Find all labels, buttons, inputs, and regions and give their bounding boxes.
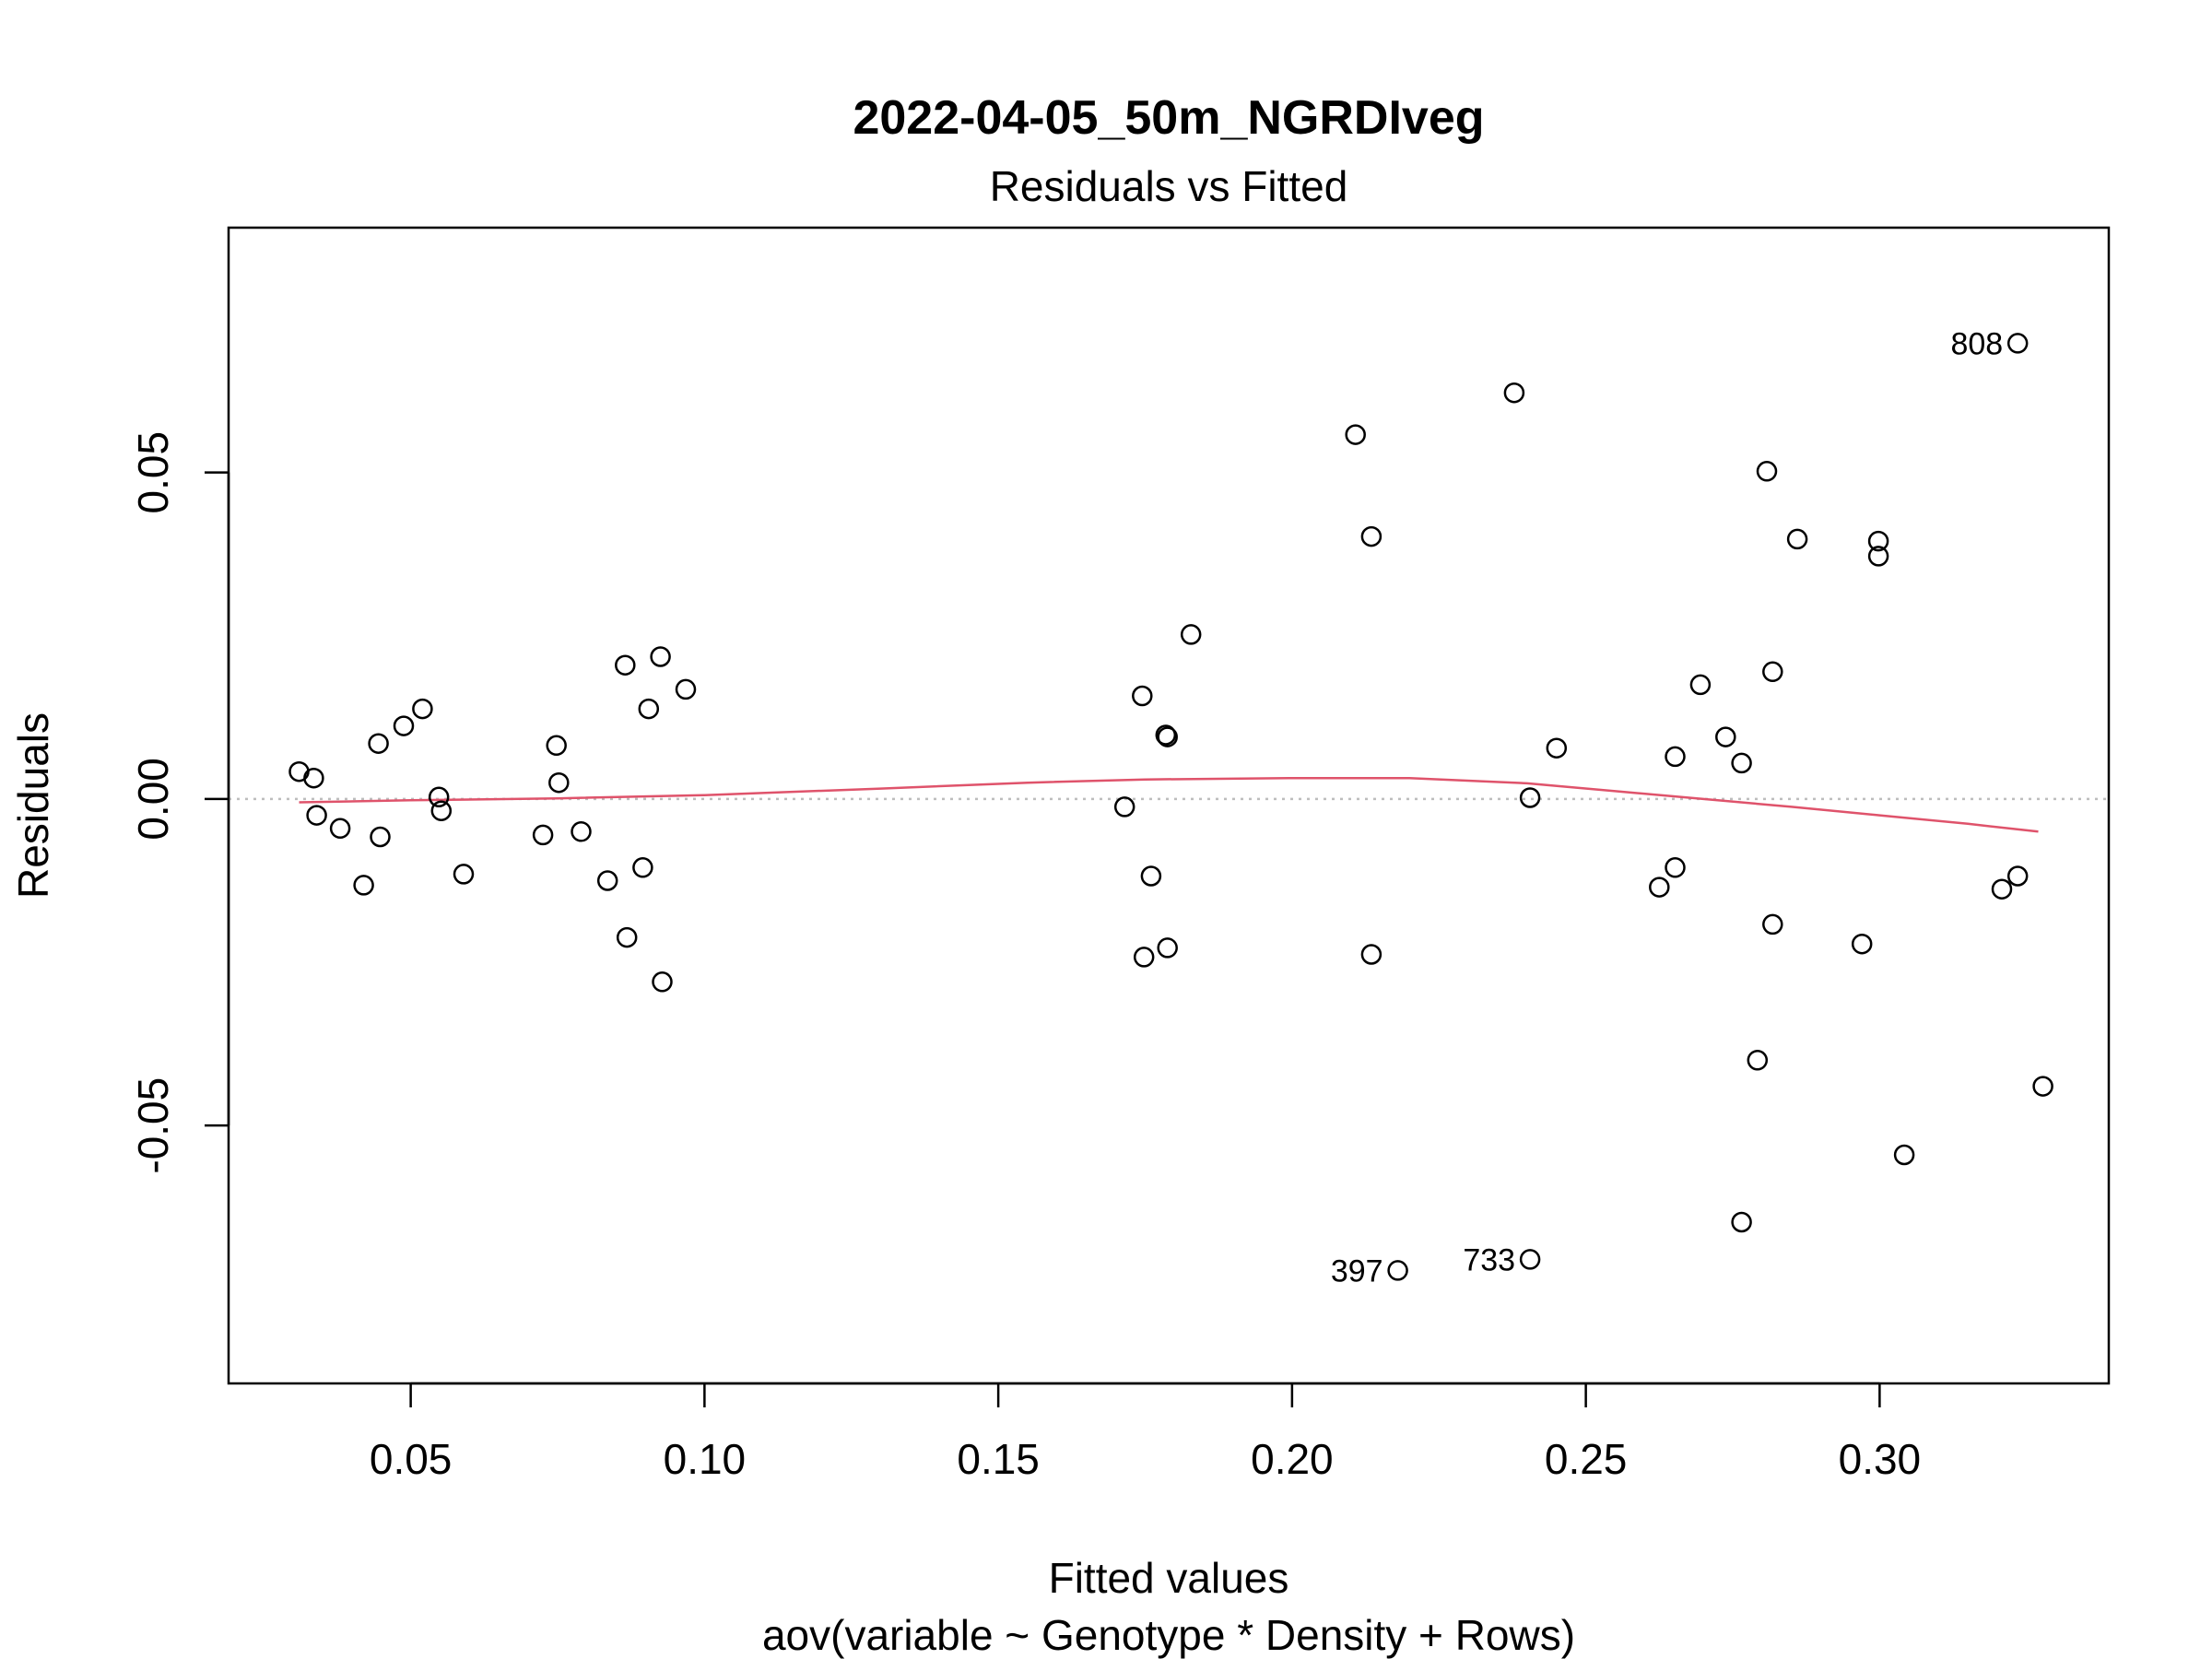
data-point [1155,724,1177,746]
data-point [638,698,660,720]
data-point [1867,530,1889,552]
data-point [1519,787,1541,808]
data-point [632,857,653,878]
data-point [1387,1260,1408,1281]
data-point [615,654,636,676]
data-point [412,698,433,720]
x-axis-sublabel: aov(variable ~ Genotype * Density + Rows… [762,1611,1575,1659]
data-point [368,733,389,754]
data-point [303,767,324,789]
data-point [532,824,554,846]
data-point [548,771,570,794]
data-point [1893,1144,1915,1166]
point-label: 733 [1463,1242,1515,1277]
data-point [1731,1211,1752,1233]
smooth-line [299,776,2039,833]
y-axis: -0.05 0.00 0.05 [129,431,230,1174]
data-point [571,821,592,842]
data-point [1747,1050,1769,1071]
data-point [546,735,567,757]
y-axis-label: Residuals [9,712,57,899]
data-point [1133,947,1155,968]
points-layer [288,333,2053,1281]
x-tick-label: 0.15 [957,1435,1040,1483]
point-label: 808 [1950,326,2003,361]
smooth-line-layer [299,776,2039,833]
data-point [1360,944,1382,965]
data-point [453,864,475,885]
data-point [1665,746,1686,768]
y-tick-label: 0.05 [129,431,177,514]
x-tick-label: 0.10 [664,1435,747,1483]
x-tick-label: 0.20 [1251,1435,1334,1483]
data-point [1649,877,1670,898]
data-point [1731,752,1752,774]
data-point [1113,796,1135,818]
data-point [1132,685,1153,707]
data-point [1519,1249,1541,1270]
data-point [1360,525,1382,547]
data-point [430,800,453,821]
data-point [1140,865,1162,887]
plot-frame [227,226,2111,1385]
data-point [1665,857,1686,878]
data-point [393,715,415,736]
data-point [2032,1076,2053,1097]
x-tick-label: 0.30 [1839,1435,1922,1483]
data-point [1762,661,1783,683]
data-point [1867,546,1889,567]
data-point [1991,878,2013,900]
x-tick-label: 0.05 [370,1435,453,1483]
y-tick-label: 0.00 [129,758,177,841]
data-point [370,826,391,848]
data-point [1689,674,1712,696]
data-point [616,926,638,948]
data-point [2006,865,2029,887]
data-point [1851,933,1873,955]
data-point [1762,913,1783,935]
x-axis-label: Fitted values [1049,1554,1289,1602]
point-label: 397 [1331,1253,1383,1288]
data-point [428,786,450,808]
data-point [675,678,697,700]
data-point [1715,726,1736,747]
data-point [596,870,618,891]
data-point [1786,528,1808,550]
data-point [1756,461,1778,482]
data-point [650,646,671,667]
x-axis: 0.05 0.10 0.15 0.20 0.25 0.30 [370,1382,1922,1483]
data-point [1503,382,1525,404]
data-point [1180,624,1202,645]
x-tick-label: 0.25 [1545,1435,1628,1483]
chart-title: 2022-04-05_50m_NGRDIveg [853,91,1484,145]
data-point [306,805,327,826]
data-point [1345,424,1366,445]
data-point [353,875,374,896]
annotations-layer: 808 397 733 [1331,326,2003,1288]
data-point [329,818,351,840]
data-point [652,971,673,993]
data-point [1157,937,1178,959]
data-point [1157,726,1178,747]
y-tick-label: -0.05 [129,1077,177,1174]
chart-subtitle: Residuals vs Fitted [990,162,1348,210]
data-point [1546,737,1568,759]
data-point [2006,333,2029,354]
